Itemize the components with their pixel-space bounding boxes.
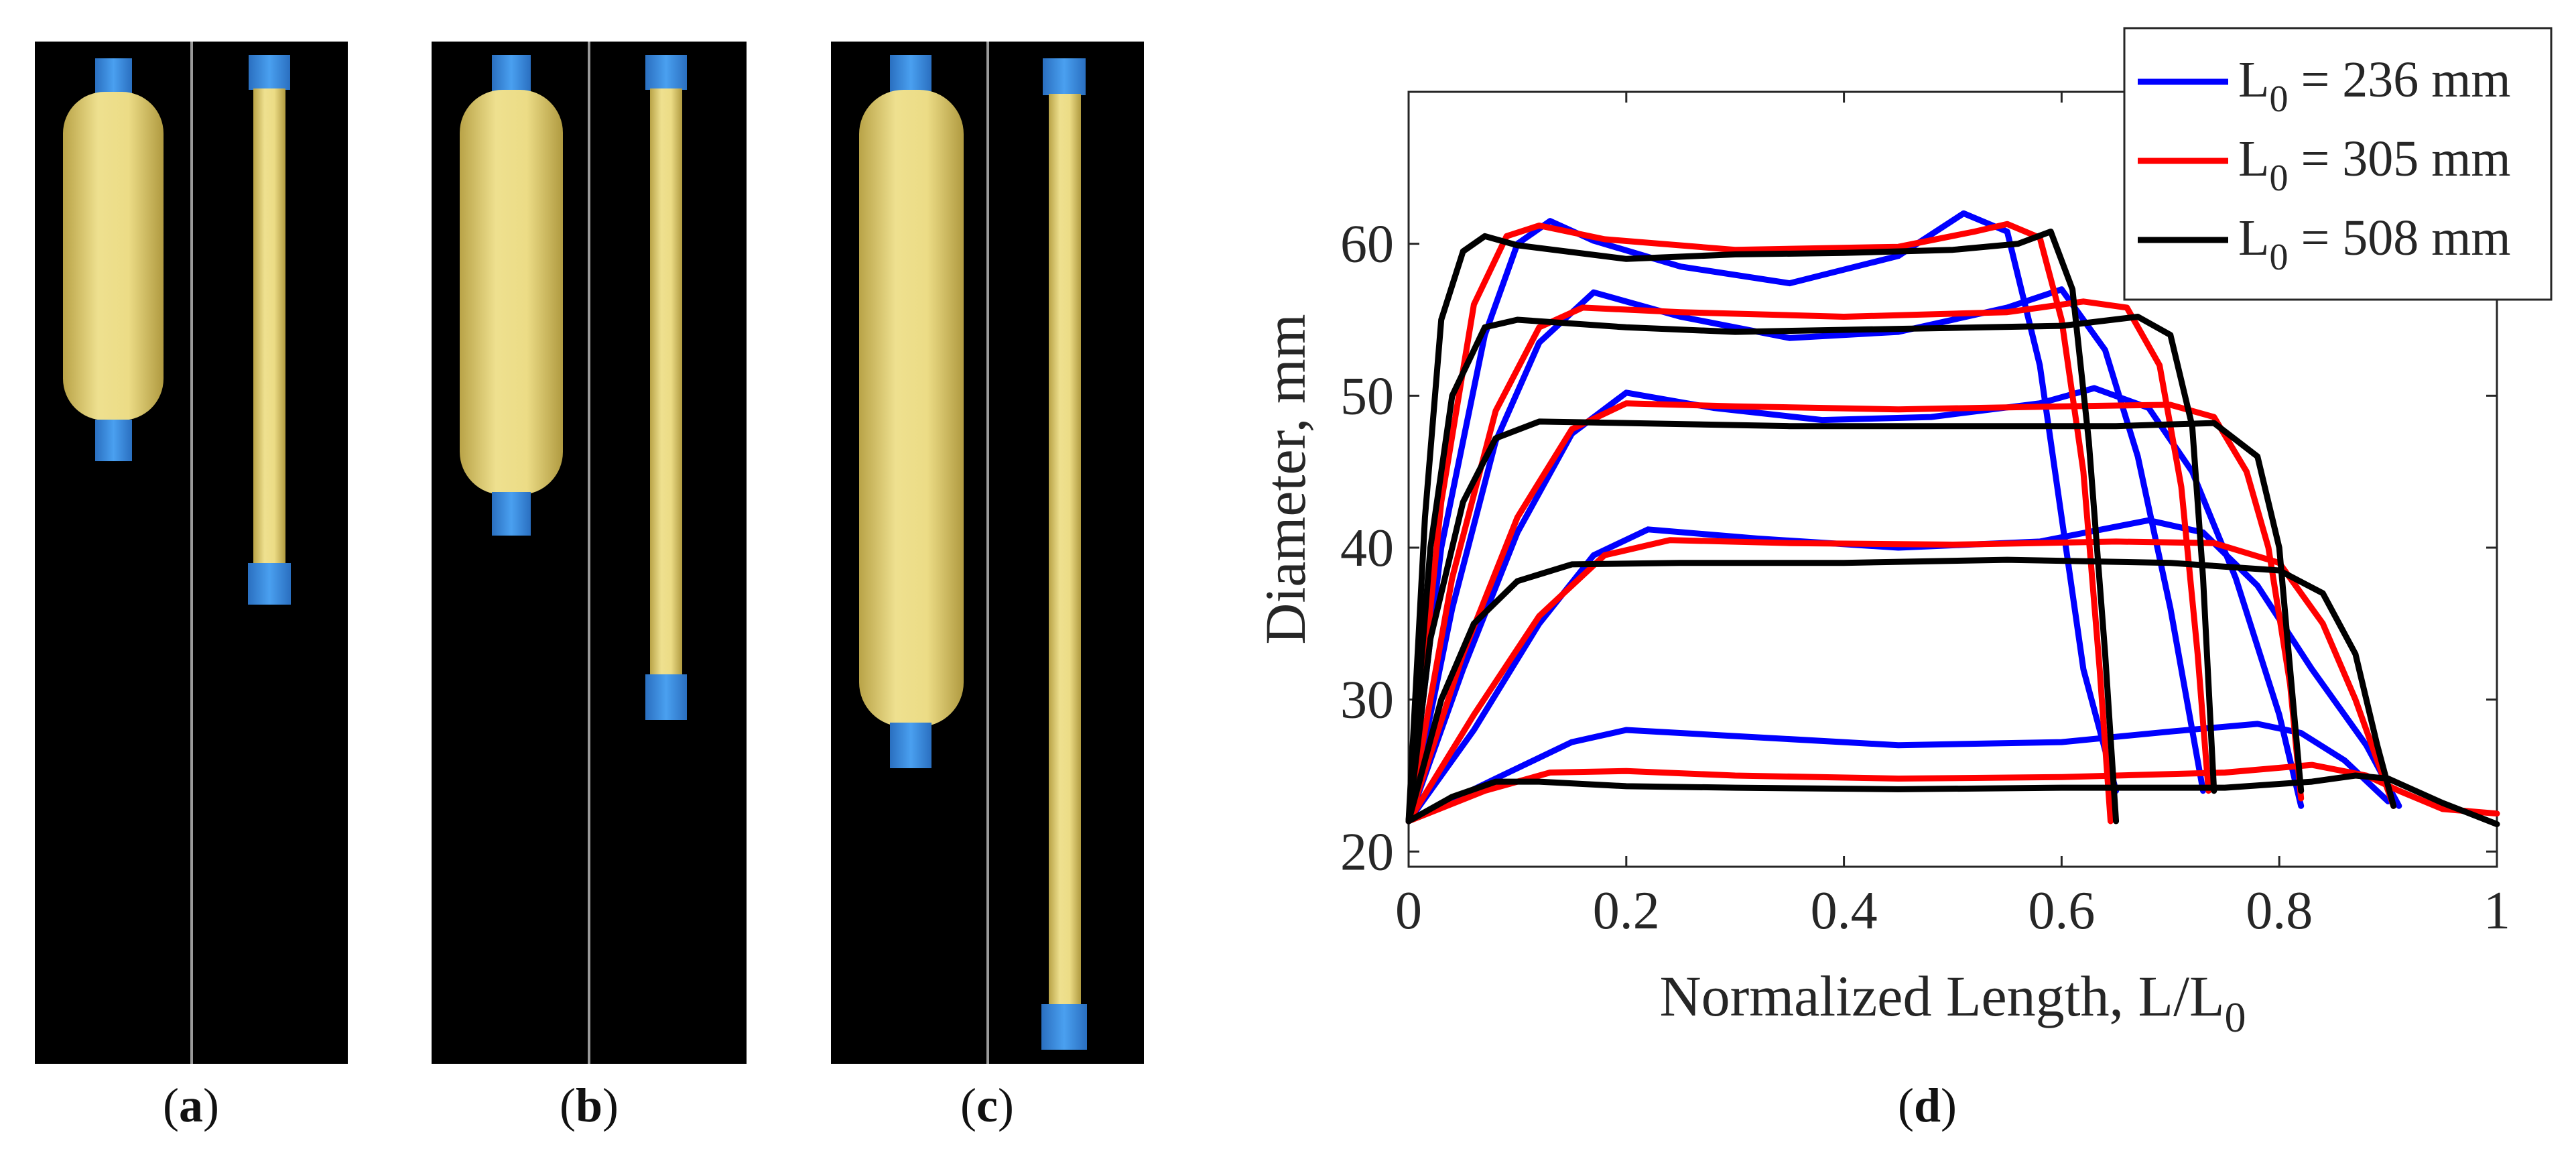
stretched-tube-photo-c	[988, 42, 1145, 1064]
legend-label: L0 = 508 mm	[2238, 210, 2511, 278]
top-end-cap	[645, 55, 687, 90]
x-tick-label: 0.8	[2246, 881, 2313, 940]
series-0-curve-4	[1405, 721, 2392, 824]
top-end-cap	[1042, 58, 1086, 95]
top-end-cap	[95, 58, 132, 93]
inflated-sleeve	[63, 92, 164, 420]
legend: L0 = 236 mm L0 = 305 mm L0 = 508 mm	[2123, 27, 2553, 301]
y-tick-label: 30	[1340, 671, 1394, 730]
stretched-tube-c	[1041, 58, 1087, 1050]
series-1-curve-0	[1405, 221, 2114, 824]
caption-b: (b)	[559, 1079, 619, 1132]
top-end-cap	[890, 55, 931, 92]
series-2-curve-2	[1405, 418, 2305, 824]
inflated-tube-c	[859, 55, 964, 768]
inflated-tube-photo-c	[831, 42, 988, 1064]
stretched-sleeve	[650, 88, 682, 677]
bottom-end-cap	[247, 563, 291, 605]
stretched-sleeve	[253, 88, 285, 566]
photo-panel-b	[432, 42, 747, 1064]
photo-panel-a	[35, 42, 348, 1064]
series-2-curve-0	[1405, 229, 2120, 824]
inflated-tube-photo-a	[35, 42, 192, 1064]
inflated-sleeve	[859, 90, 964, 727]
series-0-curve-0	[1405, 210, 2120, 824]
bottom-end-cap	[492, 492, 531, 536]
bottom-end-cap	[890, 723, 931, 768]
y-tick-label: 50	[1340, 367, 1394, 426]
series-1-curve-3	[1405, 537, 2397, 824]
axis-ticks: 0 0.2 0.4 0.6 0.8 1 20 30 40 50 60	[1340, 92, 2510, 940]
inflated-tube-b	[460, 55, 563, 536]
series-2-curve-1	[1405, 314, 2217, 824]
stretched-tube-photo-b	[589, 42, 747, 1064]
x-axis-label-sub: 0	[2225, 993, 2246, 1041]
series-1-curve-2	[1405, 400, 2305, 824]
caption-d: (d)	[1897, 1079, 1957, 1132]
y-tick-label: 60	[1340, 215, 1394, 274]
x-tick-label: 0.6	[2028, 881, 2095, 940]
series-0-curve-1	[1405, 286, 2206, 824]
series-2-curve-4	[1405, 772, 2500, 827]
top-end-cap	[248, 55, 290, 90]
y-tick-label: 40	[1340, 519, 1394, 578]
x-tick-label: 0.2	[1593, 881, 1660, 940]
bottom-end-cap	[645, 674, 687, 720]
diameter-chart: 0 0.2 0.4 0.6 0.8 1 20 30 40 50 60 Diameter, mm No…	[1253, 27, 2553, 1041]
legend-label: L0 = 236 mm	[2238, 52, 2511, 120]
inflated-tube-a	[63, 58, 164, 461]
x-tick-label: 0	[1395, 881, 1422, 940]
x-axis-label-main: Normalized Length, L/L	[1660, 964, 2225, 1028]
stretched-tube-b	[645, 55, 687, 720]
caption-c: (c)	[960, 1079, 1014, 1132]
series-1-curve-1	[1405, 298, 2212, 824]
bottom-end-cap	[95, 420, 132, 461]
panel-divider	[190, 42, 193, 1064]
photo-panel-c	[831, 42, 1144, 1064]
x-tick-label: 1	[2484, 881, 2510, 940]
x-tick-label: 0.4	[1811, 881, 1878, 940]
bottom-end-cap	[1041, 1004, 1087, 1050]
y-tick-label: 20	[1340, 822, 1394, 881]
legend-label: L0 = 305 mm	[2238, 131, 2511, 199]
panel-divider	[986, 42, 989, 1064]
series-1-curve-4	[1405, 761, 2500, 824]
stretched-tube-a	[247, 55, 291, 605]
top-end-cap	[492, 55, 531, 92]
stretched-tube-photo-a	[192, 42, 348, 1064]
panel-divider	[588, 42, 590, 1064]
inflated-tube-photo-b	[432, 42, 589, 1064]
y-axis-label: Diameter, mm	[1253, 314, 1317, 644]
caption-a: (a)	[163, 1079, 219, 1132]
series-curves	[1405, 210, 2500, 827]
stretched-sleeve	[1048, 94, 1081, 1007]
inflated-sleeve	[460, 90, 563, 495]
x-axis-label: Normalized Length, L/L0	[1660, 964, 2246, 1041]
series-2-curve-3	[1405, 556, 2397, 824]
